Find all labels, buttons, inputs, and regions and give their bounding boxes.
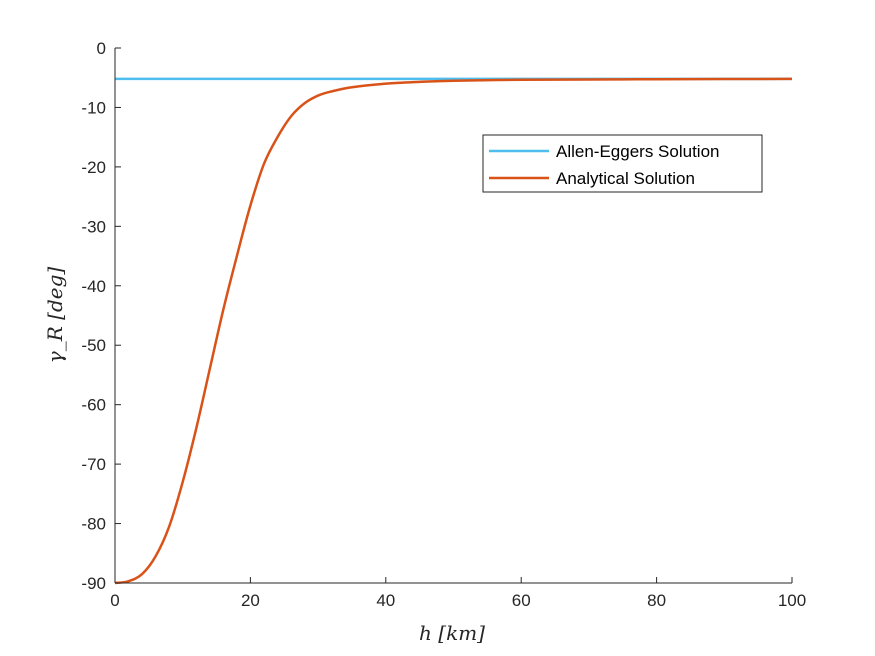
x-tick-label: 100 (778, 591, 806, 610)
x-tick-label: 20 (241, 591, 260, 610)
legend-label-analytical: Analytical Solution (556, 169, 695, 188)
legend-label-allen-eggers: Allen-Eggers Solution (556, 142, 719, 161)
y-tick-label: -20 (81, 158, 106, 177)
series-line-analytical (114, 77, 793, 585)
tick-layer: 0 20 40 60 80 100 0 -10 -20 -30 -40 -50 -60 -70 -80 -90 (81, 39, 806, 610)
y-tick-label: -80 (81, 515, 106, 534)
y-tick-label: -60 (81, 396, 106, 415)
legend-box (482, 134, 763, 193)
y-tick-label: -30 (81, 217, 106, 236)
x-tick-label: 60 (512, 591, 531, 610)
y-tick-label: -10 (81, 98, 106, 117)
y-tick-label: 0 (97, 39, 106, 58)
axes-layer (114, 48, 792, 584)
y-axis-label: γ_R [deg] (43, 267, 67, 364)
x-tick-label: 40 (376, 591, 395, 610)
x-axis-label: h [km] (419, 621, 485, 645)
y-tick-label: -40 (81, 277, 106, 296)
x-tick-label: 80 (647, 591, 666, 610)
y-tick-label: -90 (81, 574, 106, 593)
y-tick-label: -50 (81, 336, 106, 355)
y-tick-label: -70 (81, 455, 106, 474)
x-tick-label: 0 (110, 591, 119, 610)
legend: Allen-Eggers Solution Analytical Solutio… (482, 134, 763, 193)
series-layer (114, 77, 793, 585)
